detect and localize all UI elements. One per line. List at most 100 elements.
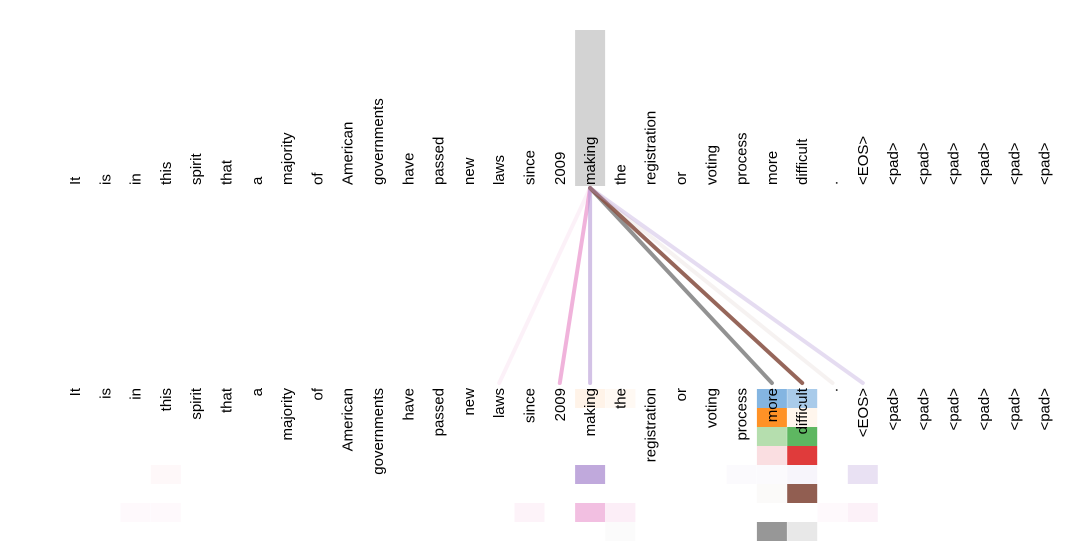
top-token[interactable]: 2009: [552, 152, 569, 185]
top-token[interactable]: is: [97, 174, 114, 185]
attention-cell: [514, 503, 545, 522]
attention-cell: [756, 427, 787, 446]
top-token[interactable]: <EOS>: [855, 136, 872, 185]
bottom-token[interactable]: <pad>: [1006, 388, 1023, 431]
attention-cell: [787, 465, 818, 484]
top-token[interactable]: spirit: [188, 152, 205, 185]
bottom-token[interactable]: <pad>: [915, 388, 932, 431]
bottom-token[interactable]: passed: [431, 388, 448, 436]
top-token[interactable]: It: [67, 176, 84, 185]
top-token[interactable]: more: [764, 151, 781, 185]
bottom-token[interactable]: or: [673, 388, 690, 401]
attention-cell: [605, 522, 635, 541]
bottom-token-row: It is in this spirit that a majority of American g…: [67, 387, 1054, 475]
attention-cell: [605, 503, 636, 522]
top-token[interactable]: process: [734, 132, 751, 185]
top-token[interactable]: registration: [643, 111, 660, 185]
attention-cell: [756, 465, 787, 484]
attention-lines: [497, 186, 865, 385]
bottom-token[interactable]: <pad>: [946, 388, 963, 431]
top-token[interactable]: American: [340, 122, 357, 185]
top-token[interactable]: .: [825, 181, 842, 185]
bottom-token[interactable]: <pad>: [1037, 388, 1054, 431]
bottom-token[interactable]: difficult: [794, 387, 811, 434]
attention-cell: [847, 465, 878, 484]
top-token[interactable]: the: [612, 164, 629, 185]
bottom-token[interactable]: that: [219, 387, 236, 413]
top-token[interactable]: new: [461, 157, 478, 185]
top-token[interactable]: voting: [703, 145, 720, 185]
bottom-token[interactable]: making: [582, 388, 599, 436]
top-token[interactable]: have: [400, 152, 417, 185]
attention-cell: [575, 389, 606, 408]
bottom-token[interactable]: new: [461, 388, 478, 416]
top-token[interactable]: difficult: [794, 138, 811, 185]
bottom-token[interactable]: this: [158, 388, 175, 411]
bottom-token[interactable]: process: [734, 388, 751, 441]
bottom-token[interactable]: 2009: [552, 388, 569, 421]
top-token[interactable]: majority: [279, 132, 296, 185]
bottom-token[interactable]: spirit: [188, 387, 205, 420]
attention-line: [588, 186, 774, 385]
attention-cell: [120, 503, 151, 522]
top-token[interactable]: or: [673, 172, 690, 185]
bottom-token[interactable]: laws: [491, 388, 508, 418]
top-token[interactable]: passed: [431, 137, 448, 185]
top-token[interactable]: <pad>: [915, 142, 932, 185]
top-token[interactable]: <pad>: [885, 142, 902, 185]
bottom-token[interactable]: governments: [370, 388, 387, 475]
attention-cell: [757, 484, 787, 503]
attention-cell: [756, 389, 787, 408]
attention-cell: [787, 522, 818, 541]
bottom-token[interactable]: <pad>: [976, 388, 993, 431]
top-token[interactable]: in: [128, 173, 145, 185]
bottom-token[interactable]: registration: [643, 388, 660, 462]
bottom-token[interactable]: in: [128, 388, 145, 400]
selected-token-highlight: [575, 30, 606, 186]
top-token[interactable]: this: [158, 162, 175, 185]
top-token[interactable]: laws: [491, 155, 508, 185]
bottom-token[interactable]: It: [67, 387, 84, 396]
bottom-token[interactable]: .: [825, 388, 842, 392]
attention-cell: [575, 465, 606, 484]
bottom-token[interactable]: since: [522, 388, 539, 423]
top-token-row: It is in this spirit that a majority of American g…: [67, 98, 1054, 185]
attention-cell: [756, 446, 787, 465]
attention-cell: [575, 503, 606, 522]
attention-cell: [787, 408, 818, 427]
bottom-token[interactable]: is: [97, 388, 114, 399]
top-token[interactable]: <pad>: [946, 142, 963, 185]
top-token[interactable]: since: [522, 150, 539, 185]
attention-cell: [787, 389, 818, 408]
attention-line: [588, 186, 865, 385]
bottom-token[interactable]: of: [309, 387, 326, 400]
top-token[interactable]: <pad>: [976, 142, 993, 185]
top-token[interactable]: that: [219, 159, 236, 185]
attention-line: [588, 186, 805, 385]
top-token[interactable]: governments: [370, 98, 387, 185]
bottom-token[interactable]: <pad>: [885, 388, 902, 431]
attention-cell: [756, 408, 787, 427]
bottom-token[interactable]: <EOS>: [855, 388, 872, 437]
top-token[interactable]: a: [249, 176, 266, 185]
bottom-token[interactable]: the: [612, 388, 629, 409]
attention-line: [557, 186, 593, 385]
bottom-token[interactable]: voting: [703, 388, 720, 428]
top-token[interactable]: <pad>: [1037, 142, 1054, 185]
attention-heads-heatmap: [120, 389, 878, 541]
attention-cell: [847, 503, 878, 522]
top-token[interactable]: making: [582, 137, 599, 185]
attention-cell: [605, 389, 636, 408]
top-token[interactable]: of: [309, 172, 326, 185]
top-token[interactable]: <pad>: [1006, 142, 1023, 185]
attention-line: [497, 186, 593, 385]
bottom-token[interactable]: majority: [279, 388, 296, 441]
attention-cell: [817, 503, 848, 522]
bottom-token[interactable]: a: [249, 387, 266, 396]
bottom-token[interactable]: more: [764, 388, 781, 422]
bottom-token[interactable]: have: [400, 388, 417, 421]
attention-cell: [150, 465, 181, 484]
bottom-token[interactable]: American: [340, 388, 357, 451]
attention-cell: [787, 427, 818, 446]
